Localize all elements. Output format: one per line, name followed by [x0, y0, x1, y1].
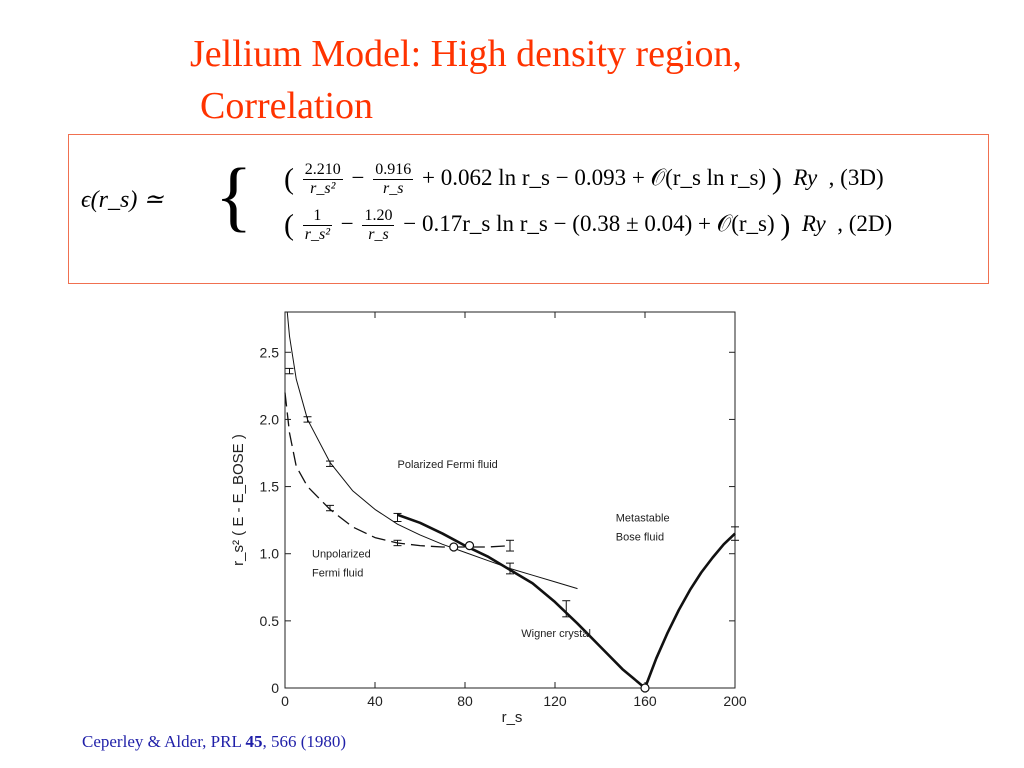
- frac-2d-2: 1.20 r_s: [362, 207, 395, 243]
- open-data-point: [449, 542, 459, 552]
- formula-2d-unit: Ry: [801, 210, 826, 236]
- frac-2d-1: 1 r_s²: [302, 207, 332, 243]
- x-tick-label: 0: [281, 693, 289, 709]
- formula-2d-rest: − 0.17r_s ln r_s − (0.38 ± 0.04) + 𝒪(r_s…: [403, 210, 775, 236]
- series-line-2: [397, 513, 646, 689]
- title-line-1: Jellium Model: High density region,: [190, 33, 743, 75]
- energy-chart: 0 40 80 120 160 200 0 0.5 1.0 1.5 2.0 2.5 r_s r_s² ( …: [220, 300, 760, 740]
- chart-annotation: Fermi fluid: [312, 568, 363, 580]
- x-tick-label: 40: [367, 693, 383, 709]
- formula-3d-unit: Ry: [793, 164, 818, 190]
- frac-3d-1: 2.210 r_s²: [302, 161, 343, 197]
- citation-caption: Ceperley & Alder, PRL 45, 566 (1980): [82, 732, 346, 752]
- x-axis-label: r_s: [502, 709, 523, 726]
- citation-authors: Ceperley & Alder, PRL: [82, 732, 246, 751]
- formula-brace: {: [215, 152, 253, 239]
- open-data-point: [640, 683, 650, 693]
- series-line-0: [286, 311, 578, 590]
- slide-title: Jellium Model: High density region, Corr…: [190, 28, 950, 132]
- open-data-point: [464, 541, 475, 551]
- chart-annotation: Wigner crystal: [521, 628, 591, 640]
- formula-2d-tag: , (2D): [837, 210, 893, 236]
- citation-pages: , 566 (1980): [262, 732, 347, 751]
- formula-lhs: ϵ(r_s) ≃: [81, 187, 164, 213]
- formula-row-2d: ( 1 r_s² − 1.20 r_s − 0.17r_s ln r_s − (…: [284, 207, 893, 243]
- y-tick-label: 1.5: [260, 479, 280, 495]
- y-axis-label: r_s² ( E - E_BOSE ): [230, 434, 247, 566]
- x-tick-label: 80: [457, 693, 473, 709]
- chart-annotation: Bose fluid: [616, 531, 664, 543]
- formula-box: ϵ(r_s) ≃ { ( 2.210 r_s² − 0.916 r_s + 0.…: [68, 134, 989, 284]
- y-tick-label: 2.5: [260, 344, 280, 360]
- y-tick-label: 0.5: [260, 613, 280, 629]
- chart-svg: 0 40 80 120 160 200 0 0.5 1.0 1.5 2.0 2.5 r_s r_s² ( …: [230, 311, 747, 726]
- frac-3d-2: 0.916 r_s: [373, 161, 414, 197]
- formula-row-3d: ( 2.210 r_s² − 0.916 r_s + 0.062 ln r_s …: [284, 161, 884, 197]
- plot-frame: [284, 311, 736, 689]
- formula-3d-rest: + 0.062 ln r_s − 0.093 + 𝒪(r_s ln r_s): [421, 164, 767, 190]
- chart-annotation: Metastable: [616, 512, 670, 524]
- citation-volume: 45: [245, 732, 263, 751]
- y-tick-label: 2.0: [260, 411, 280, 427]
- chart-annotation: Unpolarized: [312, 549, 371, 561]
- formula-3d-tag: , (3D): [828, 164, 884, 190]
- title-line-2: Correlation: [200, 85, 374, 127]
- x-tick-label: 200: [723, 693, 747, 709]
- y-tick-label: 0: [271, 680, 279, 696]
- x-tick-label: 120: [543, 693, 567, 709]
- series-line-3: [643, 532, 736, 689]
- x-tick-label: 160: [633, 693, 657, 709]
- series-line-1: [284, 392, 511, 548]
- y-tick-label: 1.0: [260, 546, 280, 562]
- chart-annotation: Polarized Fermi fluid: [398, 459, 498, 471]
